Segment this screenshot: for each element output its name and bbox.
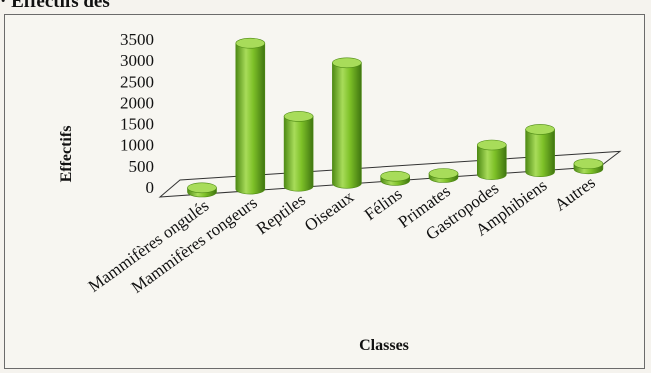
y-tick-label: 0: [146, 178, 155, 197]
bar: [283, 111, 314, 192]
y-tick-label: 1500: [120, 115, 154, 134]
bar: [187, 182, 217, 198]
bar: [525, 124, 555, 177]
bar: [573, 158, 604, 175]
bar: [380, 170, 411, 186]
bar: [332, 57, 362, 189]
y-tick-label: 500: [129, 157, 155, 176]
bar: [476, 139, 507, 180]
bars: [187, 37, 604, 198]
x-category-label: Oiseaux: [301, 187, 358, 235]
y-tick-label: 3500: [120, 30, 154, 49]
bar: [428, 168, 459, 183]
y-tick-label: 2000: [120, 93, 154, 112]
x-category-label: Autres: [551, 173, 599, 215]
y-tick-label: 3000: [120, 51, 154, 70]
y-axis-title: Effectifs: [58, 126, 75, 183]
bar: [235, 37, 266, 195]
x-axis-title: Classes: [359, 337, 409, 354]
chart-title: · Effectifs des: [0, 0, 110, 12]
y-tick-label: 1000: [120, 136, 154, 155]
chart-frame: [4, 14, 645, 369]
x-category-label: Reptiles: [253, 190, 309, 238]
y-tick-label: 2500: [120, 72, 154, 91]
y-axis-ticks: 0 500 1000 1500 2000 2500 3000 3500: [120, 30, 154, 197]
